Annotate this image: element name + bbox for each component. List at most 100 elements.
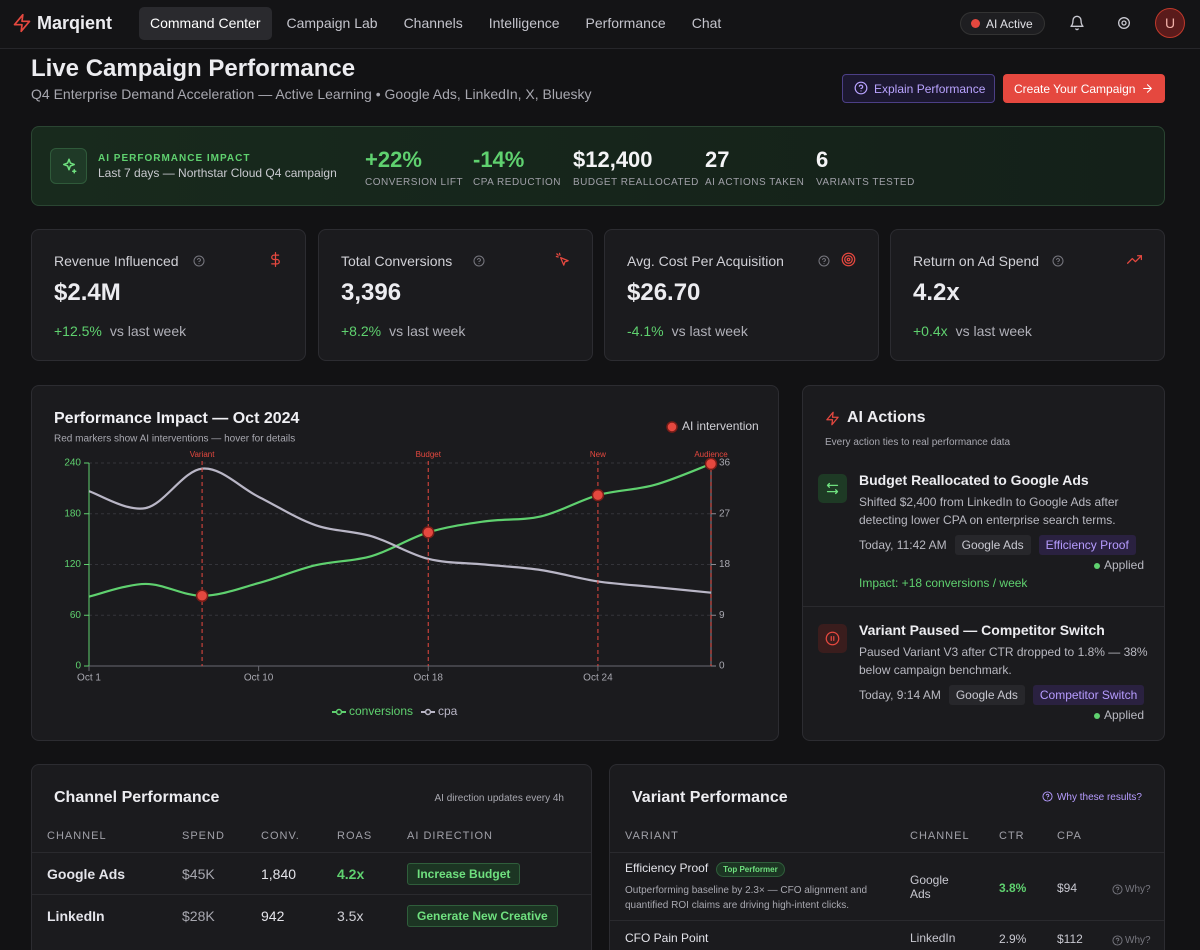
why-icon-part: [1045, 793, 1050, 798]
chart-card: Performance Impact — Oct 2024 Red markers…: [31, 385, 779, 741]
create-arrow: [1141, 82, 1154, 95]
y2-tick-label: 0: [719, 661, 725, 672]
nav-tab[interactable]: Performance: [585, 15, 666, 31]
kpi-help: [193, 255, 205, 267]
action-tag: Google Ads: [954, 535, 1031, 555]
variant-badge: Top Performer: [716, 861, 785, 877]
chart-subtitle: Red markers show AI interventions — hove…: [54, 434, 295, 445]
kpi-change-row: -4.1% vs last week: [627, 323, 748, 339]
kpi-icon: [841, 252, 856, 267]
ai-actions-subtitle: Every action ties to real performance da…: [825, 437, 1011, 448]
create-label: Create Your Campaign: [1014, 82, 1136, 96]
kpi-icon-part: [1127, 255, 1142, 264]
kpi-change: -4.1%: [627, 323, 664, 339]
column-header: ROAS: [337, 830, 373, 842]
variant-name: CFO Pain Point: [625, 930, 709, 945]
why-icon-part: [1042, 791, 1053, 802]
settings-part: [1118, 17, 1130, 29]
channel-card: Channel Performance AI direction updates …: [31, 764, 592, 950]
why-icon-part: [1112, 883, 1123, 895]
impact-stat-label: BUDGET REALLOCATED: [573, 177, 699, 188]
impact-icon: [60, 157, 78, 175]
brand-icon-part: [13, 13, 31, 33]
nav-tab[interactable]: Intelligence: [488, 15, 560, 31]
brand-icon: [12, 13, 32, 33]
action-icon-part: [830, 636, 835, 641]
why-button[interactable]: Why?: [1112, 884, 1151, 895]
notifications-part: [1075, 28, 1079, 31]
table-cell: 4.2x: [337, 852, 407, 895]
direction-badge[interactable]: Increase Budget: [407, 862, 521, 885]
avatar[interactable]: U: [1155, 8, 1185, 38]
nav-tab[interactable]: Chat: [691, 15, 722, 31]
action-icon: [825, 631, 840, 646]
kpi-help-part: [193, 255, 205, 267]
why-icon: [1112, 883, 1123, 895]
y2-tick-label: 36: [719, 458, 731, 469]
direction-badge[interactable]: Generate New Creative: [407, 904, 558, 927]
variant-name-row: CFO Pain Point: [625, 931, 896, 945]
why-icon-part: [1042, 791, 1053, 802]
table-cell: Generate New Creative: [407, 894, 591, 937]
x-tick-label: Oct 18: [414, 673, 444, 684]
impact-stat-value: 6: [816, 147, 829, 172]
why-results-text: Why these results?: [1056, 792, 1142, 803]
create-button[interactable]: Create Your Campaign: [1003, 74, 1165, 103]
y-tick-label: 60: [70, 610, 82, 621]
kpi-value: $2.4M: [54, 279, 121, 306]
intervention-marker: [704, 457, 718, 471]
variant-cpa: $112: [1057, 931, 1083, 946]
column-header: CONV.: [261, 830, 300, 842]
channel-title: Channel Performance: [54, 789, 220, 806]
channel-row: LinkedIn $28K 942 3.5x Generate New Creative: [32, 894, 591, 937]
nav-tab[interactable]: Campaign Lab: [286, 15, 378, 31]
kpi-card: Revenue Influenced $2.4M +12.5% vs last wee…: [31, 229, 306, 361]
page-subtitle: Q4 Enterprise Demand Acceleration — Acti…: [31, 86, 592, 102]
action-meta: Today, 9:14 AM Google Ads Competitor Switc…: [859, 685, 1145, 705]
why-icon-part: [1112, 935, 1123, 946]
kpi-change-row: +0.4x vs last week: [913, 323, 1032, 339]
why-icon-part: [1112, 883, 1123, 895]
explain-icon-part: [854, 81, 868, 95]
chart-title: Performance Impact — Oct 2024: [54, 410, 300, 427]
intervention-marker: [422, 526, 435, 539]
explain-button[interactable]: Explain Performance: [842, 74, 995, 103]
impact-icon-part: [63, 158, 77, 174]
why-results-link[interactable]: Why these results?: [1042, 791, 1142, 803]
cell-text: $28K: [182, 907, 215, 924]
variant-cell: Why?: [1112, 920, 1164, 950]
kpi-change: +12.5%: [54, 323, 102, 339]
kpi-help-part: [818, 255, 830, 267]
kpi-title: Return on Ad Spend: [913, 253, 1040, 269]
notifications: [1069, 15, 1085, 31]
impact-stat-value: $12,400: [573, 147, 653, 172]
y2-tick-label: 18: [719, 559, 731, 570]
variant-channel: Google Ads: [910, 872, 949, 901]
nav-tab[interactable]: Command Center: [139, 7, 272, 40]
impact-banner: AI PERFORMANCE IMPACT Last 7 days — North…: [31, 126, 1165, 206]
table-cell: $45K: [182, 852, 261, 895]
status-pill: AI Active: [960, 12, 1045, 35]
kpi-title: Revenue Influenced: [54, 253, 179, 269]
settings-part: [1118, 17, 1130, 29]
notifications-part: [1070, 15, 1084, 27]
kpi-change-row: +12.5% vs last week: [54, 323, 186, 339]
brand-name: Marqient: [37, 13, 113, 33]
kpi-help-part: [476, 258, 481, 262]
kpi-icon-part: [1137, 255, 1142, 261]
table-cell: Google Ads: [32, 852, 182, 895]
action-status: Applied: [1093, 708, 1144, 722]
nav-tab[interactable]: Channels: [403, 15, 463, 31]
impact-description: Last 7 days — Northstar Cloud Q4 campaig…: [98, 166, 337, 180]
status-label: Applied: [1103, 708, 1144, 722]
legend-swatch-dot: [335, 708, 343, 716]
impact-stat-value: +22%: [365, 147, 422, 172]
variant-cell: $94: [1057, 852, 1112, 921]
kpi-help: [818, 255, 830, 267]
kpi-help-part: [818, 255, 830, 267]
page-title: Live Campaign Performance: [31, 55, 356, 82]
why-button[interactable]: Why?: [1112, 935, 1151, 946]
explain-label: Explain Performance: [874, 82, 986, 96]
channel-note: AI direction updates every 4h: [434, 793, 564, 804]
